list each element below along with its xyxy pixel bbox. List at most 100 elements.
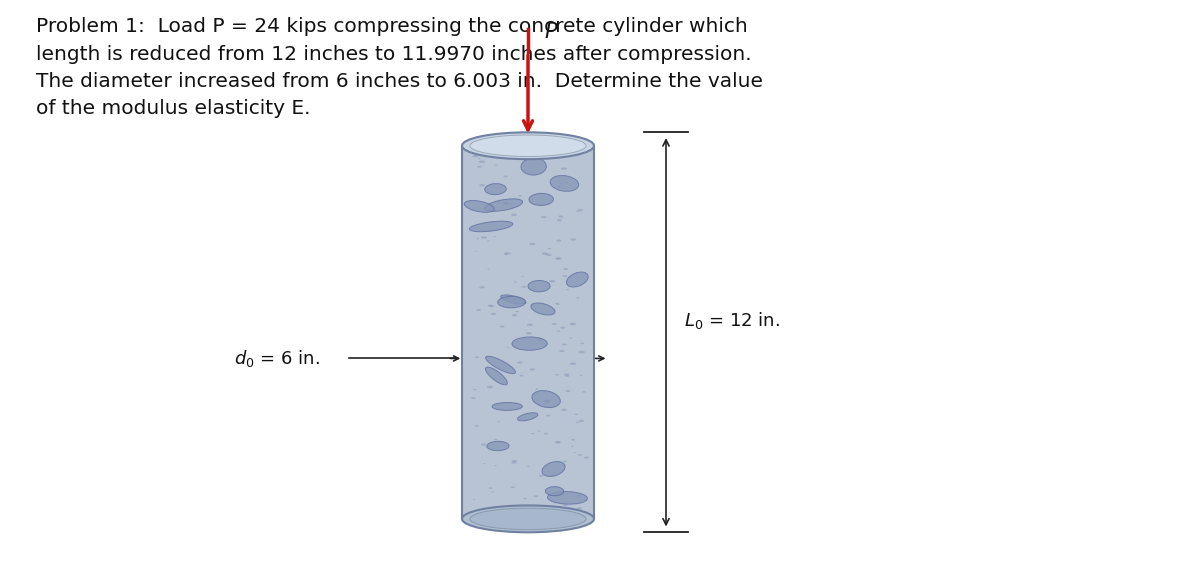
Ellipse shape (529, 194, 553, 205)
Ellipse shape (478, 158, 481, 159)
Ellipse shape (484, 463, 486, 464)
Ellipse shape (576, 211, 578, 212)
Ellipse shape (556, 257, 562, 259)
Ellipse shape (563, 461, 566, 462)
Ellipse shape (558, 216, 563, 217)
Ellipse shape (514, 282, 517, 283)
Ellipse shape (557, 331, 560, 332)
Ellipse shape (510, 486, 515, 488)
Ellipse shape (517, 413, 538, 421)
Ellipse shape (541, 216, 546, 218)
Ellipse shape (512, 460, 517, 462)
Ellipse shape (578, 420, 584, 422)
Ellipse shape (556, 258, 560, 259)
Ellipse shape (566, 272, 588, 287)
Ellipse shape (571, 446, 574, 447)
Ellipse shape (577, 454, 582, 456)
Ellipse shape (485, 199, 523, 211)
Ellipse shape (478, 166, 481, 168)
Ellipse shape (462, 132, 594, 159)
Ellipse shape (521, 158, 546, 175)
Ellipse shape (542, 314, 545, 315)
Ellipse shape (486, 356, 516, 374)
Ellipse shape (517, 361, 523, 364)
Ellipse shape (487, 241, 490, 242)
Ellipse shape (504, 252, 510, 255)
Ellipse shape (464, 201, 494, 212)
Ellipse shape (487, 441, 509, 451)
Ellipse shape (565, 390, 570, 392)
Ellipse shape (491, 491, 494, 493)
Ellipse shape (548, 248, 551, 249)
Ellipse shape (487, 386, 493, 388)
Ellipse shape (565, 182, 568, 183)
Ellipse shape (570, 363, 576, 365)
Ellipse shape (558, 186, 560, 187)
Text: P: P (545, 22, 558, 42)
Ellipse shape (529, 368, 535, 371)
Ellipse shape (481, 236, 487, 238)
Ellipse shape (580, 374, 582, 376)
Ellipse shape (473, 499, 475, 500)
Ellipse shape (577, 507, 582, 510)
Ellipse shape (546, 415, 551, 416)
Ellipse shape (473, 389, 476, 391)
Ellipse shape (577, 495, 581, 497)
Ellipse shape (557, 441, 560, 443)
Ellipse shape (497, 421, 500, 422)
Ellipse shape (520, 375, 523, 377)
Ellipse shape (473, 155, 479, 157)
Ellipse shape (576, 297, 580, 298)
Ellipse shape (474, 356, 479, 358)
Ellipse shape (542, 462, 565, 476)
Ellipse shape (506, 347, 509, 348)
Ellipse shape (562, 409, 566, 411)
Ellipse shape (557, 304, 559, 305)
Ellipse shape (569, 338, 572, 339)
Ellipse shape (490, 305, 492, 306)
Ellipse shape (492, 402, 522, 410)
Ellipse shape (544, 433, 548, 435)
Text: $d_0$ = 6 in.: $d_0$ = 6 in. (234, 348, 320, 369)
Ellipse shape (563, 504, 568, 506)
Ellipse shape (550, 175, 578, 191)
Ellipse shape (487, 305, 492, 307)
Ellipse shape (485, 184, 506, 195)
Ellipse shape (494, 465, 497, 466)
Ellipse shape (562, 343, 566, 346)
Ellipse shape (570, 238, 576, 241)
Ellipse shape (532, 391, 560, 408)
Ellipse shape (552, 323, 557, 325)
Ellipse shape (584, 456, 589, 459)
Ellipse shape (488, 487, 492, 489)
Ellipse shape (544, 400, 550, 402)
Ellipse shape (486, 367, 508, 385)
Ellipse shape (479, 160, 485, 163)
Ellipse shape (472, 397, 475, 399)
Ellipse shape (554, 374, 559, 375)
Ellipse shape (547, 491, 587, 504)
Ellipse shape (479, 184, 485, 187)
Ellipse shape (557, 219, 562, 222)
Ellipse shape (500, 295, 526, 304)
Text: $L_0$ = 12 in.: $L_0$ = 12 in. (684, 310, 780, 331)
Ellipse shape (545, 487, 564, 496)
Ellipse shape (503, 202, 509, 205)
Ellipse shape (511, 213, 517, 216)
Ellipse shape (534, 496, 539, 497)
Ellipse shape (522, 286, 527, 288)
Ellipse shape (522, 276, 524, 277)
Ellipse shape (554, 441, 560, 444)
Ellipse shape (499, 325, 505, 328)
Ellipse shape (491, 313, 496, 315)
Ellipse shape (530, 303, 556, 315)
Ellipse shape (564, 374, 570, 376)
Ellipse shape (493, 236, 496, 237)
Ellipse shape (578, 351, 584, 353)
Ellipse shape (563, 275, 568, 277)
Ellipse shape (560, 326, 565, 329)
Ellipse shape (498, 296, 526, 308)
Ellipse shape (475, 251, 478, 252)
Ellipse shape (566, 289, 569, 290)
Ellipse shape (462, 505, 594, 532)
